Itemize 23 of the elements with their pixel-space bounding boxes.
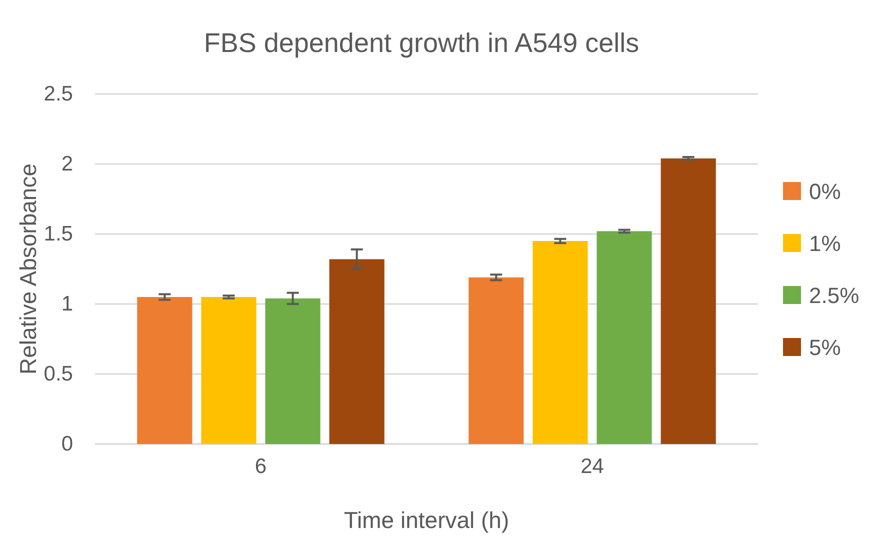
bar	[468, 277, 524, 444]
y-tick-label: 0	[61, 432, 73, 456]
legend-label: 2.5%	[809, 283, 860, 308]
y-tick-label: 1.5	[44, 222, 73, 246]
bar	[329, 259, 384, 444]
legend-label: 0%	[809, 179, 841, 204]
legend-label: 1%	[809, 231, 841, 256]
x-tick-label: 6	[254, 454, 267, 478]
x-axis-title: Time interval (h)	[344, 507, 510, 533]
y-tick-label: 2.5	[44, 82, 73, 106]
x-tick-label: 24	[580, 454, 604, 478]
chart-title: FBS dependent growth in A549 cells	[204, 28, 640, 58]
y-tick-label: 2	[61, 152, 73, 176]
bar	[137, 297, 192, 444]
bar	[201, 297, 256, 444]
bar	[660, 158, 716, 444]
y-axis-title: Relative Absorbance	[15, 164, 41, 374]
legend-label: 5%	[809, 335, 841, 360]
y-tick-label: 0.5	[44, 362, 73, 386]
bar	[265, 298, 320, 444]
y-tick-label: 1	[61, 292, 73, 316]
bar	[596, 231, 652, 444]
bar	[532, 241, 588, 444]
